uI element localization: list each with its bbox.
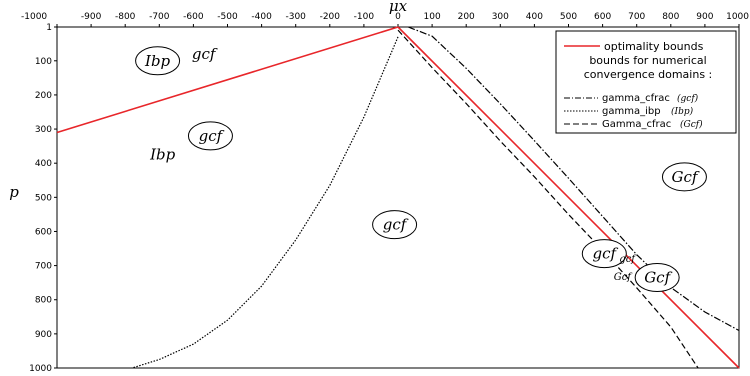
region-ellipse xyxy=(661,162,707,192)
x-tick-label: 500 xyxy=(560,12,577,22)
y-tick-label: 1000 xyxy=(29,364,52,374)
y-axis-ticks: 1 100 200 300 400 500 600 700 800 900 1000 xyxy=(29,23,57,374)
x-tick-label: -300 xyxy=(285,12,306,22)
x-tick-label: 1000 xyxy=(726,12,749,22)
legend-label-optimality: optimality bounds xyxy=(604,40,704,53)
legend-abbr-gamma-cfrac: (gcf) xyxy=(677,93,699,104)
y-tick-label: 1 xyxy=(46,23,52,33)
region-text: gcf xyxy=(192,45,218,63)
legend-abbr-Gamma-cfrac: (Gcf) xyxy=(680,119,703,130)
region-text: Ibp xyxy=(149,146,176,164)
y-tick-label: 800 xyxy=(35,296,52,306)
series-line-gamma-ibp xyxy=(131,36,399,369)
x-axis-title: μx xyxy=(389,0,408,15)
x-tick-label: 300 xyxy=(492,12,509,22)
region-ellipse xyxy=(187,121,233,151)
region-label: Ibp xyxy=(149,146,176,164)
legend-label-gamma-cfrac: gamma_cfrac xyxy=(602,93,670,104)
region-ellipse xyxy=(581,239,627,269)
x-tick-label: -100 xyxy=(354,12,375,22)
region-ellipse xyxy=(135,46,181,76)
legend-label-Gamma-cfrac: Gamma_cfrac xyxy=(602,119,671,130)
series-line-optimality-bounds xyxy=(397,26,740,369)
x-tick-label: -200 xyxy=(320,12,341,22)
region-label: Gcf xyxy=(614,272,634,283)
legend-heading-line2: convergence domains : xyxy=(584,68,713,81)
x-tick-label: -400 xyxy=(251,12,272,22)
x-tick-label: 0 xyxy=(395,12,401,22)
legend: optimality bounds bounds for numerical c… xyxy=(555,30,737,134)
x-tick-label: -500 xyxy=(217,12,238,22)
x-tick-label: -800 xyxy=(115,12,136,22)
x-tick-label: 200 xyxy=(458,12,475,22)
region-label: Gcf xyxy=(634,263,680,293)
x-tick-label: -900 xyxy=(81,12,102,22)
y-tick-label: 900 xyxy=(35,330,52,340)
x-tick-label: -600 xyxy=(183,12,204,22)
region-text: gcf xyxy=(199,127,225,145)
region-text: Gcf xyxy=(671,168,699,186)
region-label: gcf xyxy=(192,45,218,63)
y-axis-title: p xyxy=(9,183,19,201)
series-line-gamma-cfrac xyxy=(407,26,740,332)
region-text: gcf xyxy=(383,216,409,234)
region-text: gcf xyxy=(619,254,637,265)
region-label: Ibp xyxy=(135,46,181,76)
region-text: Gcf xyxy=(644,269,672,287)
y-tick-label: 600 xyxy=(35,227,52,237)
x-tick-label: 900 xyxy=(696,12,713,22)
x-axis-ticks: -1000 -900 -800 -700 -600 -500 -400 -300 -200 -10… xyxy=(21,12,749,27)
series-line-optimality-bounds xyxy=(56,26,399,134)
x-tick-label: 600 xyxy=(594,12,611,22)
y-tick-label: 500 xyxy=(35,193,52,203)
legend-abbr-gamma-ibp: (Ibp) xyxy=(671,106,694,117)
region-ellipse xyxy=(372,210,418,240)
legend-heading-line1: bounds for numerical xyxy=(589,54,706,67)
series-line-gamma-cfrac-upper xyxy=(397,29,699,369)
legend-label-gamma-ibp: gamma_ibp xyxy=(602,106,661,117)
region-text: gcf xyxy=(593,245,619,263)
y-tick-label: 400 xyxy=(35,159,52,169)
series-layer xyxy=(56,26,740,369)
region-text: Ibp xyxy=(144,52,171,70)
region-label: Gcf xyxy=(661,162,707,192)
x-tick-label: 100 xyxy=(424,12,441,22)
region-label: gcf xyxy=(581,239,627,269)
region-ellipse xyxy=(634,263,680,293)
legend-box xyxy=(555,30,737,134)
x-tick-label: 700 xyxy=(628,12,645,22)
x-tick-label: 400 xyxy=(526,12,543,22)
x-tick-label: -1000 xyxy=(21,12,47,22)
region-label: gcf xyxy=(372,210,418,240)
x-tick-label: 800 xyxy=(662,12,679,22)
region-label: gcf xyxy=(187,121,233,151)
region-label: gcf xyxy=(619,254,637,265)
region-text: Gcf xyxy=(614,272,634,283)
y-tick-label: 200 xyxy=(35,91,52,101)
y-tick-label: 700 xyxy=(35,262,52,272)
y-tick-label: 300 xyxy=(35,125,52,135)
y-tick-label: 100 xyxy=(35,57,52,67)
x-tick-label: -700 xyxy=(149,12,170,22)
